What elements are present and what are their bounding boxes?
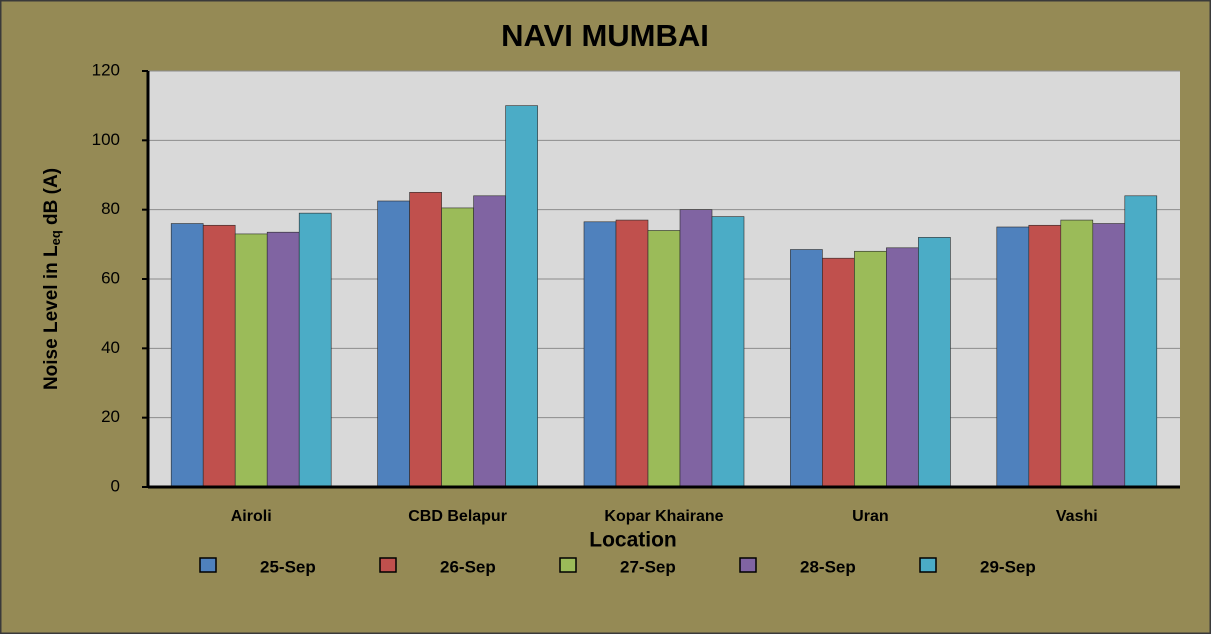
bar (647, 230, 681, 488)
y-tick-label: 20 (101, 407, 120, 426)
legend-marker (739, 557, 757, 573)
bar (996, 226, 1030, 488)
bar (711, 216, 745, 488)
legend-marker (379, 557, 397, 573)
y-tick-label: 40 (101, 338, 120, 357)
legend-label: 25-Sep (260, 557, 316, 576)
x-axis-label: Location (589, 529, 677, 552)
y-tick-label: 100 (92, 130, 120, 149)
legend-label: 28-Sep (800, 557, 856, 576)
bar (822, 257, 855, 488)
bar (377, 200, 410, 488)
y-axis-label-part: Noise Level in L (41, 245, 62, 390)
bar (1124, 195, 1158, 488)
bar (679, 209, 713, 488)
bar (409, 192, 442, 488)
legend-label: 29-Sep (980, 557, 1036, 576)
legend-label: 27-Sep (620, 557, 676, 576)
x-tick-label: Uran (852, 508, 888, 525)
y-tick-label: 120 (92, 60, 120, 79)
bar (1092, 223, 1126, 488)
bar (234, 233, 268, 488)
bar (918, 237, 951, 488)
legend-marker (919, 557, 937, 573)
x-tick-label: CBD Belapur (408, 508, 507, 525)
legend-marker (559, 557, 577, 573)
bar (298, 212, 332, 488)
bar (1028, 224, 1062, 488)
y-tick-label: 60 (101, 268, 120, 287)
y-tick-label: 80 (101, 199, 120, 218)
bar (583, 221, 617, 488)
x-tick-label: Vashi (1056, 508, 1098, 525)
bar (202, 224, 236, 488)
bar (266, 231, 300, 488)
y-axis-label-part: dB (A) (41, 168, 62, 230)
x-tick-label: Kopar Khairane (604, 508, 723, 525)
bar (505, 105, 538, 488)
bar (615, 219, 649, 488)
legend-marker (199, 557, 217, 573)
y-axis-label: Noise Level in Leq dB (A) (41, 168, 63, 390)
y-tick-label: 0 (111, 476, 120, 495)
bar (170, 223, 204, 488)
chart-title: NAVI MUMBAI (501, 18, 709, 53)
bar (886, 247, 919, 488)
y-axis-label-sub: eq (48, 230, 63, 245)
bar (790, 249, 823, 488)
bar (441, 207, 474, 488)
legend-label: 26-Sep (440, 557, 496, 576)
x-tick-label: Airoli (231, 508, 272, 525)
bar (1060, 219, 1094, 488)
bar (473, 195, 506, 488)
bar (854, 250, 887, 488)
